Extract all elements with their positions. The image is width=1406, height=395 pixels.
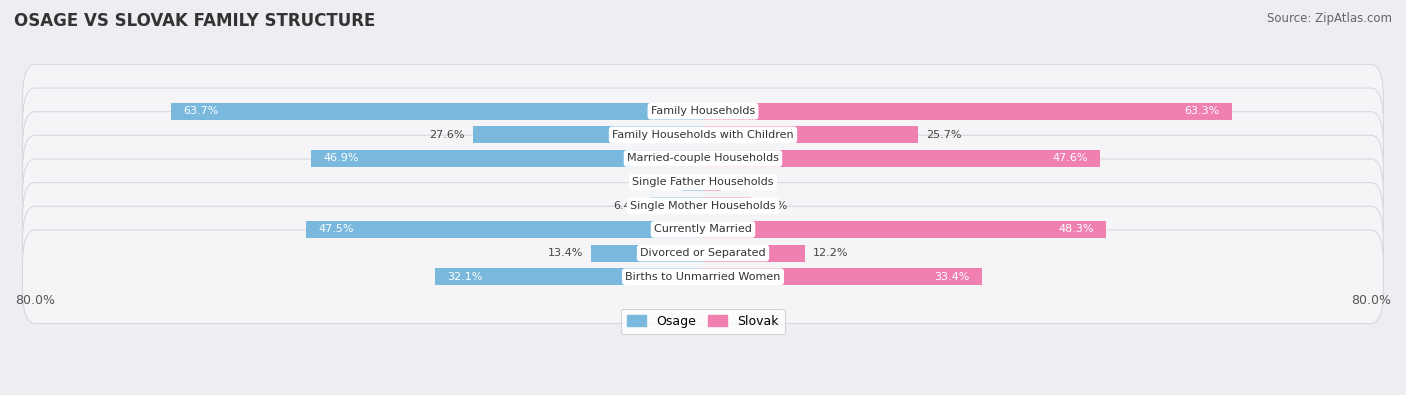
Bar [703,103,1232,120]
Text: Family Households: Family Households [651,106,755,116]
Bar [307,221,703,238]
Bar [650,197,703,214]
Text: 6.4%: 6.4% [613,201,641,211]
Bar [472,126,703,143]
Bar [703,150,1101,167]
Text: 32.1%: 32.1% [447,272,482,282]
Text: 63.7%: 63.7% [184,106,219,116]
Text: Source: ZipAtlas.com: Source: ZipAtlas.com [1267,12,1392,25]
Text: 12.2%: 12.2% [813,248,849,258]
Text: 5.7%: 5.7% [759,201,787,211]
Bar [703,268,981,285]
Text: 27.6%: 27.6% [429,130,464,140]
FancyBboxPatch shape [22,159,1384,252]
Text: Births to Unmarried Women: Births to Unmarried Women [626,272,780,282]
Text: 33.4%: 33.4% [934,272,969,282]
Bar [172,103,703,120]
Text: 46.9%: 46.9% [323,154,360,164]
FancyBboxPatch shape [22,206,1384,300]
Bar [682,174,703,191]
Bar [703,126,918,143]
FancyBboxPatch shape [22,64,1384,158]
Text: 80.0%: 80.0% [1351,294,1391,307]
Bar [311,150,703,167]
Bar [703,221,1107,238]
Bar [591,245,703,261]
FancyBboxPatch shape [22,230,1384,324]
Text: 47.5%: 47.5% [319,224,354,234]
FancyBboxPatch shape [22,135,1384,229]
Text: Married-couple Households: Married-couple Households [627,154,779,164]
Text: OSAGE VS SLOVAK FAMILY STRUCTURE: OSAGE VS SLOVAK FAMILY STRUCTURE [14,12,375,30]
FancyBboxPatch shape [22,112,1384,205]
Text: 2.2%: 2.2% [730,177,758,187]
Text: Single Father Households: Single Father Households [633,177,773,187]
Text: Currently Married: Currently Married [654,224,752,234]
Text: 2.5%: 2.5% [645,177,673,187]
Text: 48.3%: 48.3% [1059,224,1094,234]
Text: 63.3%: 63.3% [1184,106,1219,116]
Text: Divorced or Separated: Divorced or Separated [640,248,766,258]
Text: 25.7%: 25.7% [927,130,962,140]
Text: Single Mother Households: Single Mother Households [630,201,776,211]
Legend: Osage, Slovak: Osage, Slovak [621,308,785,334]
Bar [703,197,751,214]
FancyBboxPatch shape [22,182,1384,276]
Text: Family Households with Children: Family Households with Children [612,130,794,140]
Text: 47.6%: 47.6% [1053,154,1088,164]
FancyBboxPatch shape [22,88,1384,182]
Bar [703,174,721,191]
Text: 80.0%: 80.0% [15,294,55,307]
Text: 13.4%: 13.4% [547,248,582,258]
Bar [434,268,703,285]
Bar [703,245,804,261]
